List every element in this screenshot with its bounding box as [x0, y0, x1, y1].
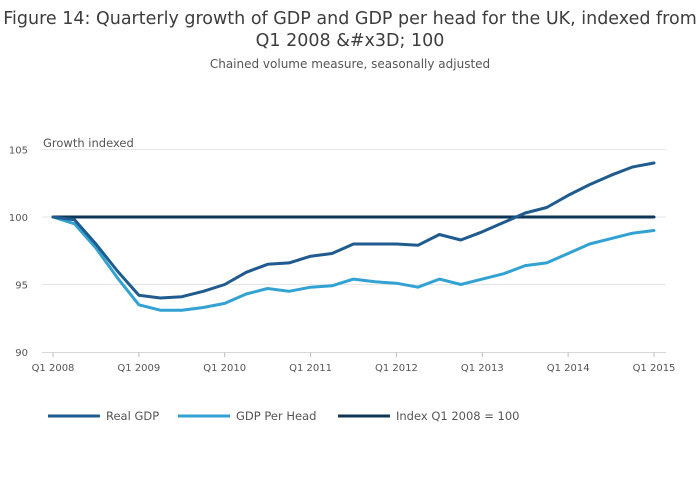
x-tick-label: Q1 2008 — [32, 363, 75, 374]
series-lines — [51, 161, 656, 312]
y-axis-ticks: 90 95 100 105 — [9, 146, 28, 360]
x-tick-label: Q1 2009 — [117, 363, 160, 374]
y-tick-label: 95 — [15, 281, 28, 292]
chart-subtitle: Chained volume measure, seasonally adjus… — [209, 57, 491, 71]
legend-item[interactable]: GDP Per Head — [178, 409, 316, 423]
series-line-real-gdp — [51, 161, 656, 300]
y-tick-label: 90 — [15, 348, 28, 359]
y-tick-label: 100 — [9, 213, 28, 224]
legend-label: Real GDP — [106, 409, 159, 423]
legend-label: GDP Per Head — [236, 409, 316, 423]
x-tick-label: Q1 2014 — [547, 363, 590, 374]
legend-item[interactable]: Real GDP — [48, 409, 159, 423]
x-tick-label: Q1 2013 — [461, 363, 504, 374]
legend-label: Index Q1 2008 = 100 — [396, 409, 520, 423]
y-tick-label: 105 — [9, 146, 28, 157]
series-line-gdp-per-head — [51, 215, 656, 312]
x-tick-label: Q1 2011 — [289, 363, 332, 374]
x-tick-label: Q1 2010 — [203, 363, 246, 374]
x-tick-label: Q1 2012 — [375, 363, 418, 374]
x-tick-label: Q1 2015 — [633, 363, 676, 374]
legend-item[interactable]: Index Q1 2008 = 100 — [338, 409, 520, 423]
legend: Real GDP GDP Per Head Index Q1 2008 = 100 — [48, 409, 520, 423]
x-axis-ticks: Q1 2008 Q1 2009 Q1 2010 Q1 2011 Q1 2012 Q1 20… — [32, 352, 676, 374]
chart-title: Figure 14: Quarterly growth of GDP and G… — [3, 9, 697, 51]
y-axis-label: Growth indexed — [43, 136, 134, 150]
